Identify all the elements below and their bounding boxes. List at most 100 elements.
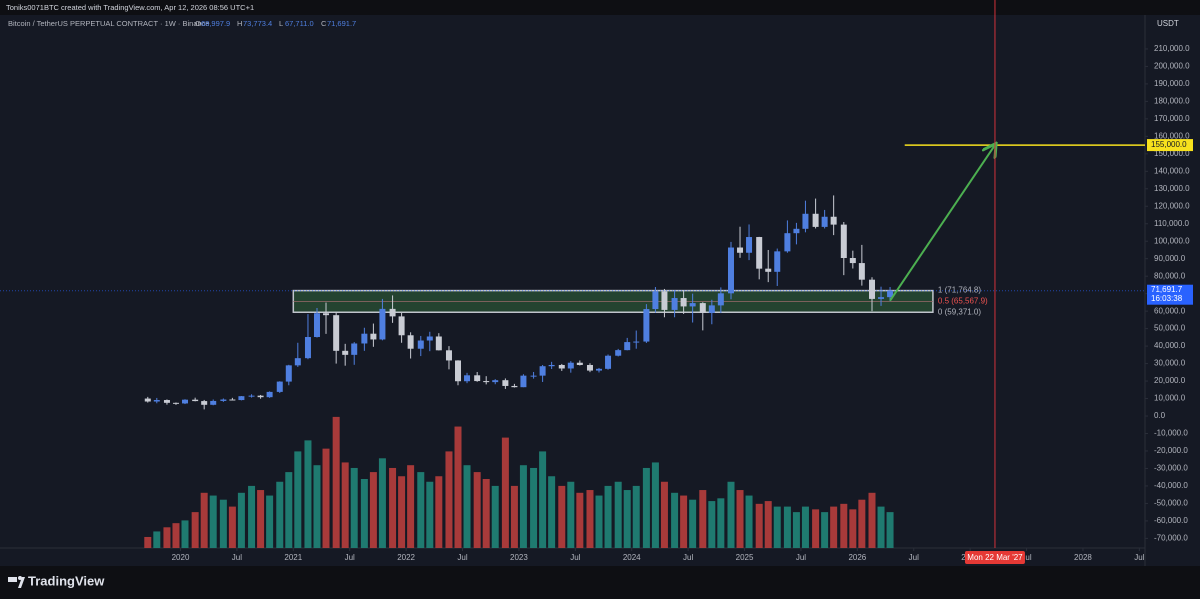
volume-bar [350, 467, 358, 548]
target-label-bg [1147, 139, 1193, 152]
candle-body [615, 350, 622, 356]
x-tick-label: Jul [345, 553, 355, 562]
candle-body [539, 366, 546, 376]
volume-bar [398, 476, 406, 548]
volume-bar [840, 503, 848, 548]
candle-body [192, 399, 199, 402]
volume-bar [454, 426, 462, 548]
y-tick-label: 10,000.0 [1154, 394, 1186, 403]
candle-body [182, 399, 189, 404]
y-tick-label: -30,000.0 [1154, 464, 1188, 473]
volume-bar [868, 492, 876, 548]
x-tick-label: Jul [796, 553, 806, 562]
y-tick-label: 170,000.0 [1154, 114, 1190, 123]
volume-bar [257, 490, 265, 548]
volume-bar [877, 506, 885, 548]
candle-body [248, 395, 255, 397]
candle-body [144, 398, 151, 402]
candle-body [633, 341, 640, 343]
volume-bar [651, 462, 659, 548]
candle-body [201, 401, 208, 405]
volume-bar [445, 451, 453, 548]
volume-bar [773, 506, 781, 548]
volume-bar [632, 485, 640, 548]
candle-body [643, 309, 650, 342]
volume-bar [266, 495, 274, 548]
currency: USDT [1157, 19, 1179, 28]
y-tick-label: 150,000.0 [1154, 149, 1190, 158]
candle-body [257, 395, 264, 398]
volume-bar [671, 492, 679, 548]
candle-body [605, 355, 612, 369]
x-tick-label: 2021 [284, 553, 302, 562]
volume-bar [586, 490, 594, 548]
volume-bar [821, 512, 829, 548]
volume-bar [237, 492, 245, 548]
candle-body [558, 364, 565, 369]
x-tick-label: 2025 [736, 553, 754, 562]
candle-body [407, 335, 414, 349]
volume-bar [209, 495, 217, 548]
logo-icon [18, 576, 22, 580]
candle-body [163, 400, 170, 403]
y-tick-label: 110,000.0 [1154, 219, 1190, 228]
candle-body [313, 313, 320, 338]
candle-body [849, 258, 856, 264]
logo-icon [8, 577, 17, 582]
candle-body [210, 400, 217, 405]
x-tick-label: Jul [1021, 553, 1031, 562]
volume-bar [407, 465, 415, 548]
candle-body [793, 228, 800, 234]
fib-label: 1 (71,764.8) [938, 286, 981, 295]
candle-body [342, 350, 349, 355]
volume-bar [501, 437, 509, 548]
candle-body [567, 362, 574, 369]
volume-bar [473, 472, 481, 548]
candle-body [727, 247, 734, 294]
candle-body [812, 213, 819, 227]
volume-bar [642, 467, 650, 548]
y-tick-label: 140,000.0 [1154, 166, 1190, 175]
ohlc-value: 71,691.7 [327, 19, 356, 28]
volume-bar [341, 462, 349, 548]
candle-body [586, 364, 593, 371]
candle-body [379, 308, 386, 340]
cursor-label: Mon 22 Mar '27 [967, 553, 1023, 562]
x-tick-label: Jul [232, 553, 242, 562]
candle-body [596, 368, 603, 371]
logo-text: TradingView [28, 573, 105, 588]
volume-bar [595, 495, 603, 548]
ohlc-key: O [195, 19, 201, 28]
volume-bar [304, 440, 312, 548]
volume-bar [755, 503, 763, 548]
volume-bar [285, 472, 293, 548]
volume-bar [360, 479, 368, 548]
volume-bar [519, 465, 527, 548]
volume-bar [680, 495, 688, 548]
ohlc-value: 73,773.4 [243, 19, 272, 28]
logo-icon [18, 577, 25, 588]
x-tick-label: 2026 [848, 553, 866, 562]
candle-body [661, 291, 668, 310]
volume-bar [463, 465, 471, 548]
x-tick-label: Jul [683, 553, 693, 562]
y-tick-label: 40,000.0 [1154, 341, 1186, 350]
ohlc-value: 68,997.9 [201, 19, 230, 28]
candle-body [417, 340, 424, 349]
header-bar [0, 0, 1200, 15]
arrow [889, 145, 995, 302]
candle-body [285, 365, 292, 382]
ohlc-key: L [279, 19, 283, 28]
volume-bar [378, 458, 386, 548]
candle-body [737, 247, 744, 253]
candle-body [304, 337, 311, 359]
volume-bar [567, 481, 575, 548]
x-tick-label: Jul [1134, 553, 1144, 562]
volume-bar [417, 472, 425, 548]
y-tick-label: 130,000.0 [1154, 184, 1190, 193]
last-price-label-bg [1147, 284, 1193, 305]
volume-bar [510, 485, 518, 548]
candle-body [576, 362, 583, 365]
y-tick-label: 200,000.0 [1154, 62, 1190, 71]
